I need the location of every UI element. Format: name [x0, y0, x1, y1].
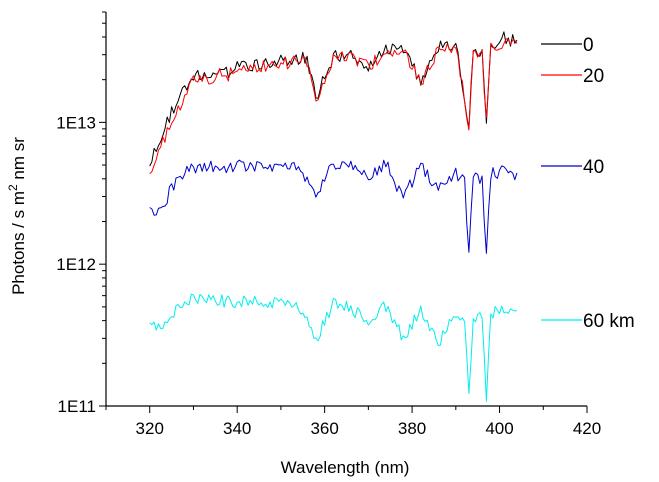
legend-label-20: 20 [583, 66, 604, 87]
legend: 0 20 40 60 km [541, 35, 635, 332]
legend-label-40: 40 [583, 157, 604, 178]
y-tick-label: 1E13 [56, 113, 96, 132]
x-axis-title: Wavelength (nm) [281, 458, 410, 477]
y-axis-title-prefix: Photons / s m [9, 191, 28, 295]
series-line-40 [149, 159, 518, 254]
x-tick-label: 320 [136, 419, 164, 438]
y-axis-title-superscript: 2 [6, 184, 20, 191]
legend-label-60-km: 60 km [583, 311, 635, 332]
y-tick-label: 1E11 [58, 397, 96, 416]
y-axis-title: Photons / s m2 nm sr [6, 137, 28, 295]
x-tick-label: 360 [310, 419, 338, 438]
series-line-0 [149, 31, 518, 167]
x-tick-label: 340 [223, 419, 251, 438]
series-line-60-km [149, 293, 518, 402]
x-tick-label: 400 [485, 419, 513, 438]
legend-label-0: 0 [583, 35, 594, 56]
y-axis-title-suffix: nm sr [9, 137, 28, 185]
axes: Wavelength (nm) Photons / s m2 nm sr 320… [6, 11, 601, 477]
y-tick-label: 1E12 [56, 255, 96, 274]
series-line-20 [149, 38, 518, 175]
x-tick-label: 420 [573, 419, 601, 438]
x-tick-label: 380 [398, 419, 426, 438]
series-layer [149, 31, 518, 402]
